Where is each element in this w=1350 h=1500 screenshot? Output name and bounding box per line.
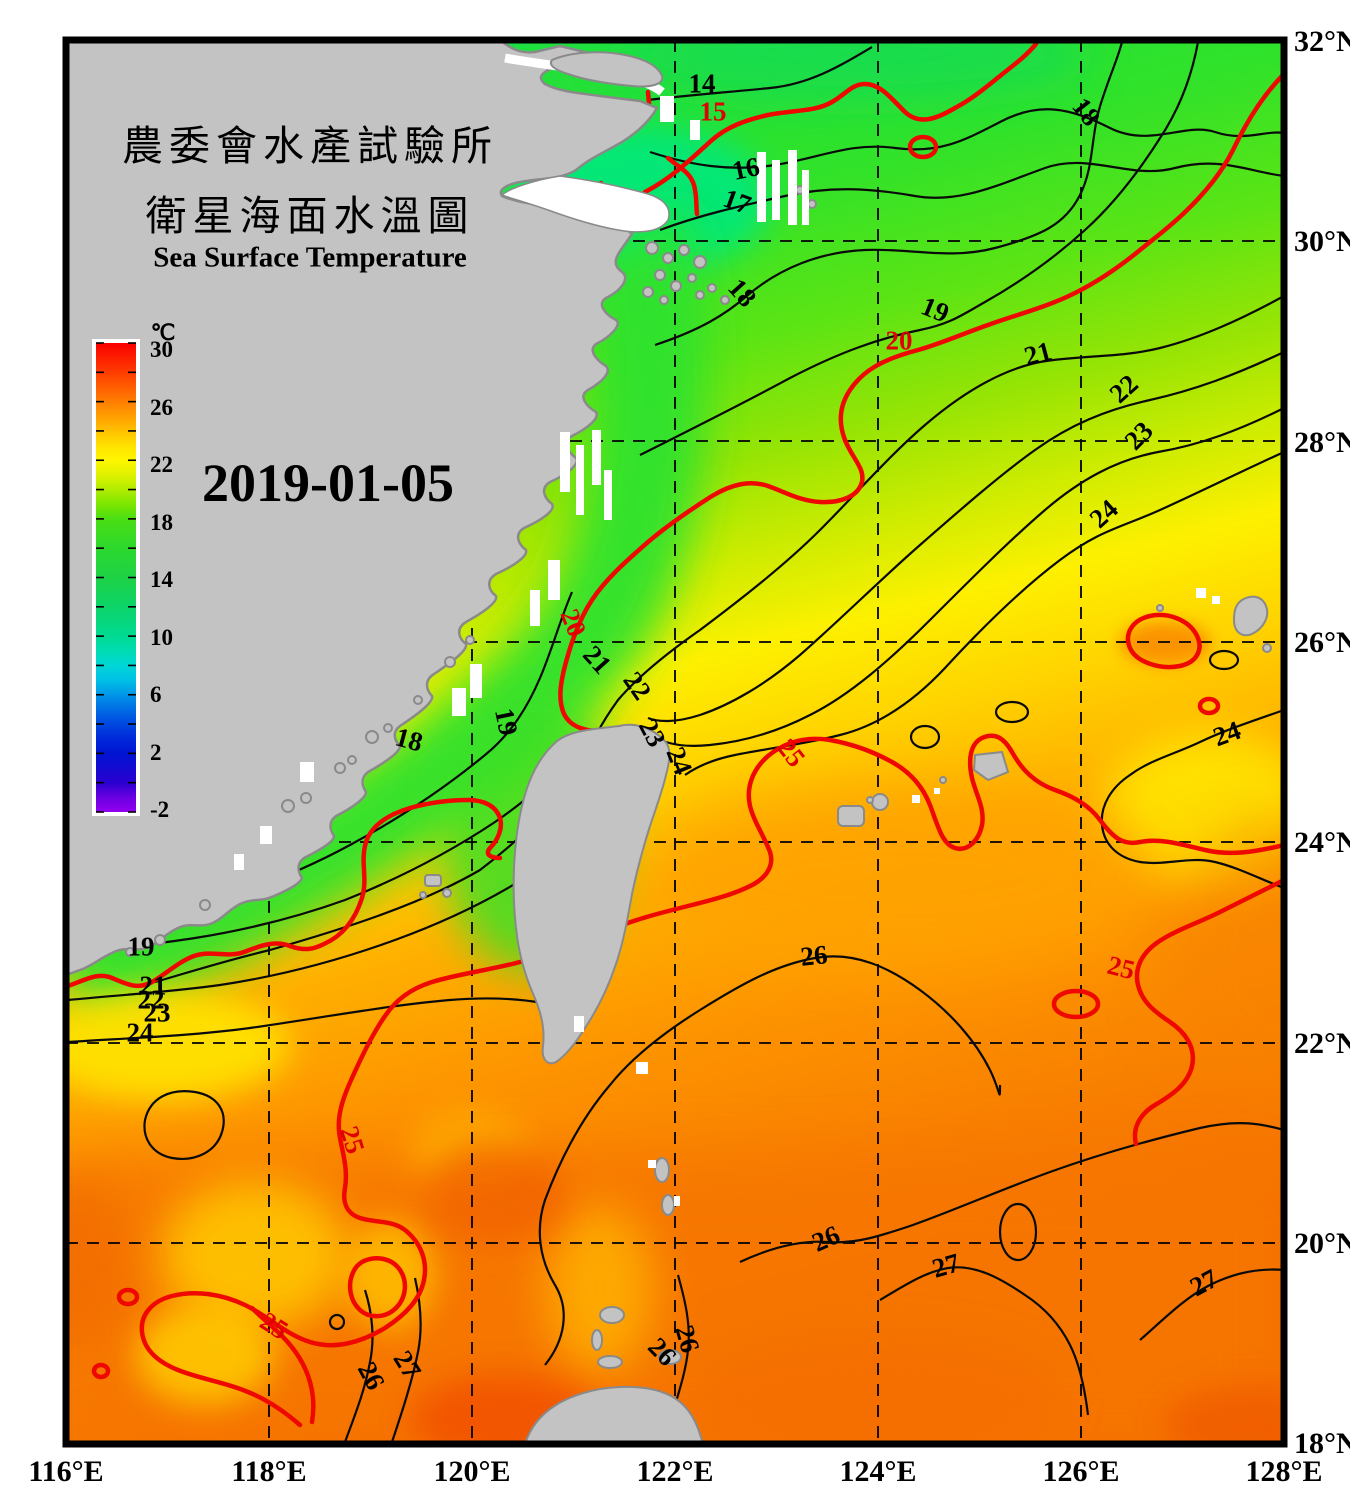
- colorbar-unit-label: ℃: [150, 320, 176, 345]
- lat-tick-label: 18°N: [1294, 1427, 1350, 1461]
- date-label: 2019-01-05: [202, 453, 454, 513]
- contour-label: 15: [699, 96, 727, 127]
- title-chinese-line2: 衛星海面水溫圖: [145, 193, 475, 239]
- title-chinese-line1: 農委會水產試驗所: [122, 123, 498, 169]
- no-data-patches: [234, 96, 1220, 1206]
- contour-label: 26: [798, 939, 829, 972]
- colorbar: [92, 339, 140, 816]
- lat-tick-label: 22°N: [1294, 1026, 1350, 1060]
- lat-tick-label: 26°N: [1294, 625, 1350, 659]
- contour-label: 19: [489, 705, 524, 739]
- land-islands: [125, 185, 1272, 1444]
- lat-tick-label: 30°N: [1294, 225, 1350, 259]
- lon-tick-label: 122°E: [636, 1455, 714, 1488]
- contour-label: 16: [729, 151, 763, 186]
- contour-label: 24: [126, 1017, 154, 1048]
- colorbar-tick-label: 2: [150, 739, 162, 765]
- lat-tick-label: 24°N: [1294, 826, 1350, 860]
- lon-tick-label: 118°E: [231, 1455, 307, 1488]
- land-china: [66, 40, 670, 977]
- lat-tick-label: 28°N: [1294, 425, 1350, 459]
- colorbar-tick-label: 26: [150, 394, 173, 420]
- contour-label: 23: [143, 997, 171, 1028]
- lon-tick-label: 116°E: [28, 1455, 104, 1488]
- lon-tick-label: 128°E: [1245, 1455, 1323, 1488]
- lat-tick-label: 20°N: [1294, 1226, 1350, 1260]
- contour-label: 22: [137, 984, 165, 1015]
- colorbar-tick-label: 22: [150, 452, 173, 477]
- contour-label: 21: [139, 970, 167, 1001]
- contour-label: 19: [127, 931, 155, 962]
- colorbar-tick-label: 14: [150, 567, 173, 592]
- contour-label: 14: [688, 68, 716, 99]
- colorbar-tick-label: -2: [150, 797, 170, 822]
- contour-label: 20: [885, 325, 913, 356]
- map-frame: [62, 36, 1288, 1448]
- colorbar-tick-label: 30: [150, 337, 173, 362]
- title-english: Sea Surface Temperature: [153, 241, 467, 274]
- colorbar-tick-label: 6: [150, 682, 162, 707]
- colorbar-tick-label: 18: [150, 509, 173, 535]
- lat-tick-label: 32°N: [1294, 25, 1350, 58]
- colorbar-tick-label: 10: [150, 624, 173, 650]
- lon-tick-label: 124°E: [839, 1455, 917, 1488]
- lon-tick-label: 126°E: [1042, 1455, 1120, 1488]
- lon-tick-label: 120°E: [433, 1455, 511, 1488]
